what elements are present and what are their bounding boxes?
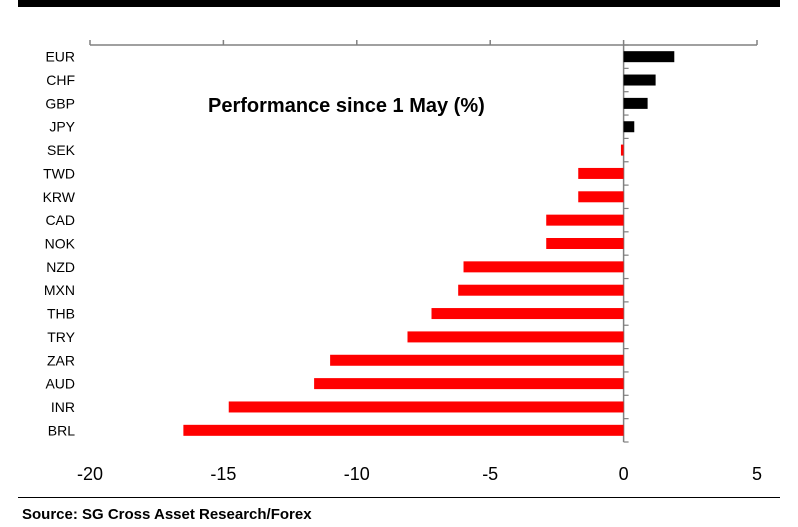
bar-jpy (623, 121, 635, 133)
source-rule (18, 497, 780, 498)
bar-inr (228, 401, 624, 413)
x-tick-label: 0 (619, 464, 629, 484)
category-label: TRY (47, 329, 75, 345)
bar-mxn (458, 284, 624, 296)
bar-zar (330, 354, 624, 366)
bar-twd (578, 167, 624, 179)
bar-brl (183, 424, 624, 436)
x-tick-label: -5 (482, 464, 498, 484)
category-label: INR (51, 399, 75, 415)
category-label: THB (47, 306, 75, 322)
category-label: ZAR (47, 352, 75, 368)
plot-area: -20 -15 -10 -5 0 5 EUR CHF GBP JPY SEK TWD KRW CAD NOK… (43, 40, 762, 484)
bar-nok (546, 238, 624, 249)
bar-try (407, 331, 624, 343)
bar-gbp (623, 97, 648, 109)
x-tick-label: -20 (77, 464, 103, 484)
category-label: NZD (46, 259, 75, 275)
chart-title: Performance since 1 May (%) (208, 95, 485, 117)
category-label: MXN (44, 282, 75, 298)
bar-aud (314, 378, 624, 390)
category-label: EUR (45, 49, 75, 65)
bar-cad (546, 214, 624, 226)
category-label: AUD (45, 376, 75, 392)
bar-nzd (463, 261, 624, 273)
category-label: CAD (45, 212, 75, 228)
bar-chf (623, 74, 656, 86)
category-label: KRW (43, 189, 76, 205)
category-label: SEK (47, 142, 76, 158)
x-tick-label: 5 (752, 464, 762, 484)
bar-thb (431, 308, 624, 320)
source-note: Source: SG Cross Asset Research/Forex (22, 506, 312, 523)
bar-eur (623, 51, 675, 63)
category-label: CHF (46, 72, 75, 88)
x-tick-label: -10 (344, 464, 370, 484)
x-tick-label: -15 (210, 464, 236, 484)
category-label: BRL (48, 422, 75, 438)
category-label: JPY (49, 119, 75, 135)
bar-krw (578, 191, 624, 203)
category-label: TWD (43, 165, 75, 181)
top-rule (18, 0, 780, 7)
bar-sek (620, 144, 624, 156)
category-label: GBP (45, 95, 75, 111)
category-label: NOK (45, 236, 76, 252)
